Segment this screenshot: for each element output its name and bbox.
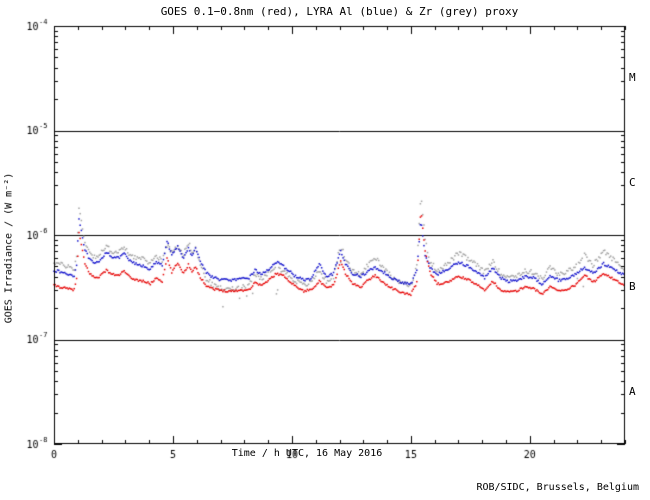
flare-class-label-a: A xyxy=(629,385,636,398)
x-axis-label: Time / h UTC, 16 May 2016 xyxy=(231,448,383,459)
flare-class-label-m: M xyxy=(629,71,636,84)
chart-title: GOES 0.1−0.8nm (red), LYRA Al (blue) & Z… xyxy=(160,5,519,18)
credit-text: ROB/SIDC, Brussels, Belgium xyxy=(476,482,639,493)
flare-class-label-b: B xyxy=(629,280,636,293)
y-axis-label: GOES Irradiance / (W m⁻²) xyxy=(3,172,15,324)
flare-class-label-c: C xyxy=(629,176,636,189)
